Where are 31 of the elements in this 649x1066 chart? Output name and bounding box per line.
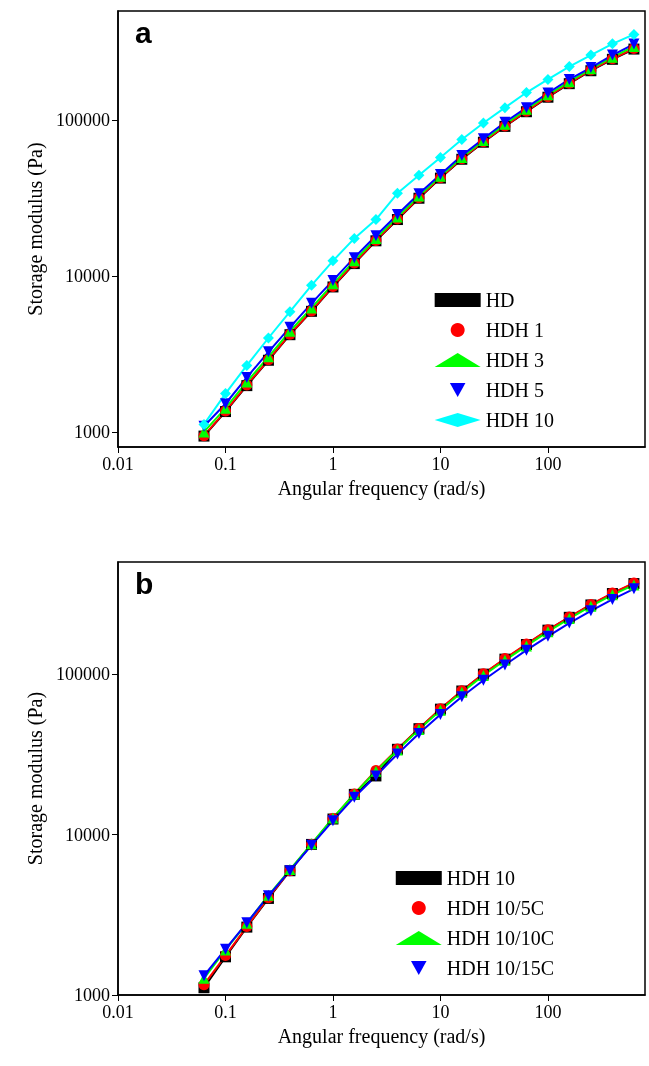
x-tick-label: 10 xyxy=(431,454,450,474)
x-tick-label: 0.1 xyxy=(214,454,237,474)
x-axis-title: Angular frequency (rad/s) xyxy=(277,476,486,500)
x-tick-label: 0.1 xyxy=(214,1002,237,1022)
legend-label: HDH 10/5C xyxy=(446,897,545,919)
y-axis-title: Storage modulus (Pa) xyxy=(24,142,48,316)
y-tick-label: 100000 xyxy=(56,664,110,685)
legend-label: HDH 5 xyxy=(485,379,545,401)
legend-label: HDH 1 xyxy=(485,319,545,341)
y-tick-label: 100000 xyxy=(56,110,110,130)
legend-label: HD xyxy=(485,289,515,311)
annotation: b xyxy=(135,566,154,600)
y-axis-title: Storage modulus (Pa) xyxy=(24,691,48,866)
x-tick-label: 10 xyxy=(431,1002,450,1022)
y-tick-label: 1000 xyxy=(74,985,110,1005)
annotation: a xyxy=(135,15,152,49)
legend-label: HDH 10/10C xyxy=(446,927,555,949)
x-tick-label: 1 xyxy=(328,454,338,474)
x-axis-title: Angular frequency (rad/s) xyxy=(277,1024,486,1048)
y-tick-label: 10000 xyxy=(65,265,110,286)
x-tick-label: 100 xyxy=(534,454,562,474)
legend-label: HDH 10 xyxy=(446,867,516,889)
x-tick-label: 100 xyxy=(534,1002,562,1022)
legend-label: HDH 3 xyxy=(485,349,545,371)
x-tick-label: 0.01 xyxy=(102,1002,134,1022)
y-tick-label: 1000 xyxy=(74,421,110,442)
y-tick-label: 10000 xyxy=(65,824,110,845)
x-tick-label: 1 xyxy=(328,1002,338,1022)
legend-label: HDH 10 xyxy=(485,409,555,431)
legend-label: HDH 10/15C xyxy=(446,957,555,979)
x-tick-label: 0.01 xyxy=(102,454,134,474)
